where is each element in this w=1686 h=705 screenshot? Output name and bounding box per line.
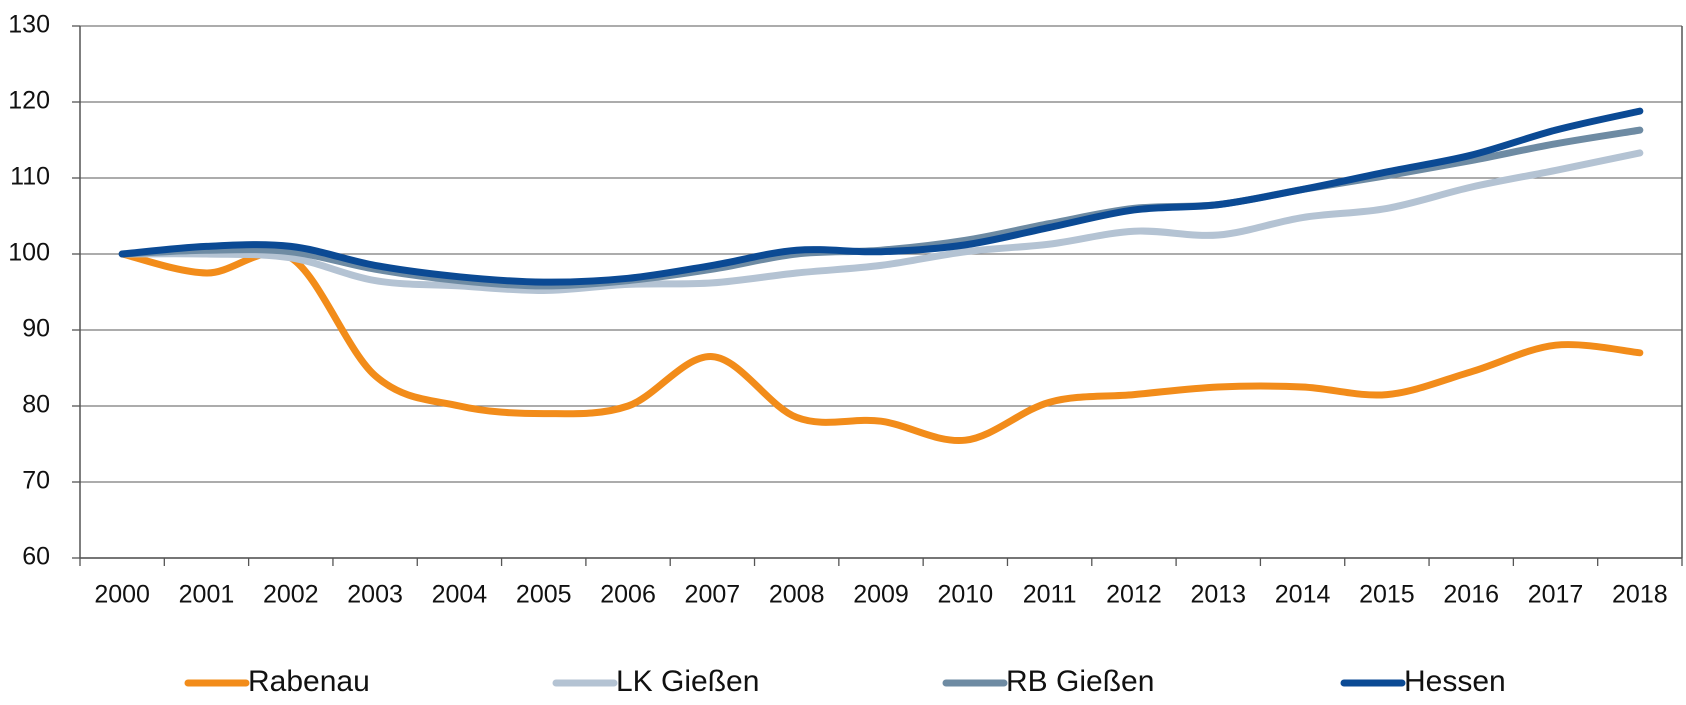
y-tick-label: 120 [8, 87, 50, 115]
y-tick-label: 70 [22, 467, 50, 495]
series-line [118, 249, 1644, 445]
legend-label: Rabenau [248, 665, 370, 698]
x-tick-label: 2010 [938, 581, 994, 609]
y-tick-label: 90 [22, 315, 50, 343]
x-tick-label: 2012 [1106, 581, 1162, 609]
y-tick-label: 100 [8, 239, 50, 267]
y-tick-label: 60 [22, 543, 50, 571]
y-tick-label: 80 [22, 391, 50, 419]
x-tick-label: 2003 [347, 581, 403, 609]
series-line [118, 149, 1644, 294]
y-tick-label: 110 [10, 163, 50, 191]
y-tick-label: 130 [8, 11, 50, 39]
x-tick-label: 2009 [853, 581, 909, 609]
x-tick-label: 2015 [1359, 581, 1415, 609]
x-tick-label: 2005 [516, 581, 572, 609]
x-tick-label: 2016 [1443, 581, 1499, 609]
x-tick-label: 2006 [600, 581, 656, 609]
x-tick-label: 2000 [94, 581, 150, 609]
x-tick-label: 2001 [179, 581, 235, 609]
x-tick-label: 2013 [1190, 581, 1246, 609]
x-tick-label: 2004 [432, 581, 488, 609]
x-tick-label: 2014 [1275, 581, 1331, 609]
legend-label: Hessen [1404, 665, 1506, 698]
x-tick-label: 2008 [769, 581, 825, 609]
series-line [118, 107, 1644, 286]
x-tick-label: 2002 [263, 581, 319, 609]
legend-label: LK Gießen [616, 665, 759, 698]
legend-label: RB Gießen [1006, 665, 1154, 698]
x-tick-label: 2018 [1612, 581, 1668, 609]
x-tick-label: 2007 [685, 581, 741, 609]
x-tick-label: 2011 [1023, 581, 1077, 609]
x-tick-label: 2017 [1528, 581, 1584, 609]
